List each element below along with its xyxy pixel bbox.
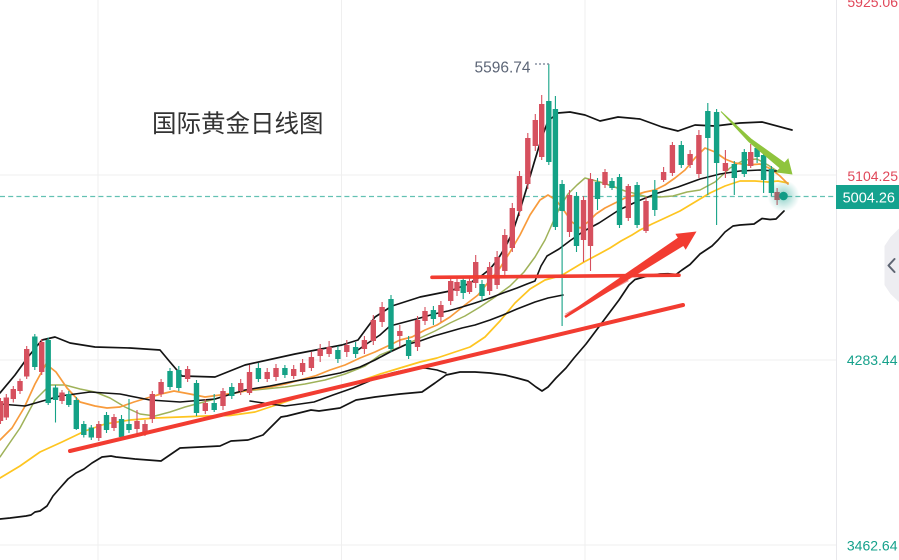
svg-text:4283.44: 4283.44 xyxy=(847,352,898,368)
svg-text:5104.25: 5104.25 xyxy=(847,168,898,184)
svg-text:3462.64: 3462.64 xyxy=(847,538,898,554)
svg-text:5596.74: 5596.74 xyxy=(475,60,531,77)
svg-text:5004.26: 5004.26 xyxy=(843,191,895,207)
svg-text:国际黄金日线图: 国际黄金日线图 xyxy=(152,110,324,138)
svg-text:5925.06: 5925.06 xyxy=(847,0,898,10)
